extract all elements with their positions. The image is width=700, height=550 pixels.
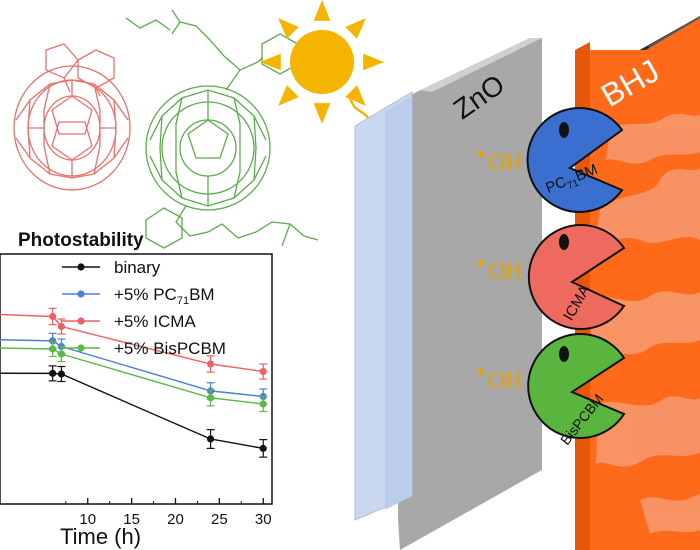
x-tick-label: 30 (255, 511, 272, 528)
svg-text:OH: OH (488, 368, 523, 394)
x-tick-label: 10 (79, 511, 96, 528)
pc71bm-molecule (13, 43, 131, 191)
data-point (259, 444, 267, 452)
sun-ray (313, 103, 331, 124)
sun-ray (260, 53, 281, 71)
data-point (49, 312, 57, 321)
chart-legend: binary +5% PC71BM +5% ICMA +5% BisPCBM (62, 258, 226, 358)
chart-title: Photostability (18, 230, 144, 251)
plot-frame (0, 253, 273, 505)
svg-text:OH: OH (488, 150, 523, 176)
icma-scavenger: ICMA (527, 224, 626, 330)
series-line (0, 372, 264, 450)
zno-layer-top (420, 38, 542, 92)
legend-label: +5% PC71BM (114, 285, 215, 307)
data-point (206, 360, 215, 368)
legend-swatch-dot (77, 344, 85, 352)
data-point (259, 367, 267, 376)
photostability-chart: Photostability 10 15 20 25 30 Time (h) binar… (0, 230, 273, 549)
data-point (49, 337, 57, 345)
sun-ray (345, 18, 366, 39)
series-layer (0, 307, 268, 458)
data-point (57, 350, 66, 358)
sun-ray (363, 53, 384, 71)
x-tick-label: 25 (211, 511, 228, 528)
data-point (259, 400, 267, 408)
legend-label: +5% ICMA (114, 312, 196, 331)
sun-ray (278, 85, 299, 106)
substrate-layer-edge (385, 96, 412, 510)
sun-disc (290, 30, 354, 94)
sun-icon (260, 0, 384, 124)
legend-swatch-dot (77, 317, 85, 325)
data-point (57, 322, 66, 331)
data-point (206, 394, 215, 402)
legend-swatch-dot (77, 263, 85, 271)
svg-text:OH: OH (488, 259, 523, 285)
oh-radical-2: OH (478, 259, 523, 285)
zno-layer (398, 38, 542, 550)
oh-radical-3: OH (478, 368, 523, 394)
x-axis-label: Time (h) (60, 524, 141, 549)
x-tick-label: 15 (123, 511, 140, 528)
legend-label: +5% BisPCBM (114, 339, 226, 358)
data-point (49, 345, 57, 353)
bispcbm-molecule (125, 9, 319, 249)
legend-swatch-dot (77, 290, 85, 298)
data-point (206, 435, 215, 443)
data-point (49, 369, 57, 377)
sun-ray (313, 0, 331, 21)
legend-label: binary (114, 258, 161, 277)
sun-ray (345, 85, 366, 106)
oh-radical-1: OH (478, 150, 523, 176)
data-point (57, 370, 66, 378)
sun-ray (278, 18, 299, 39)
x-axis-ticks: 10 15 20 25 30 (65, 498, 272, 528)
pc71bm-scavenger: PC71BM (526, 107, 624, 213)
x-tick-label: 20 (167, 511, 184, 528)
